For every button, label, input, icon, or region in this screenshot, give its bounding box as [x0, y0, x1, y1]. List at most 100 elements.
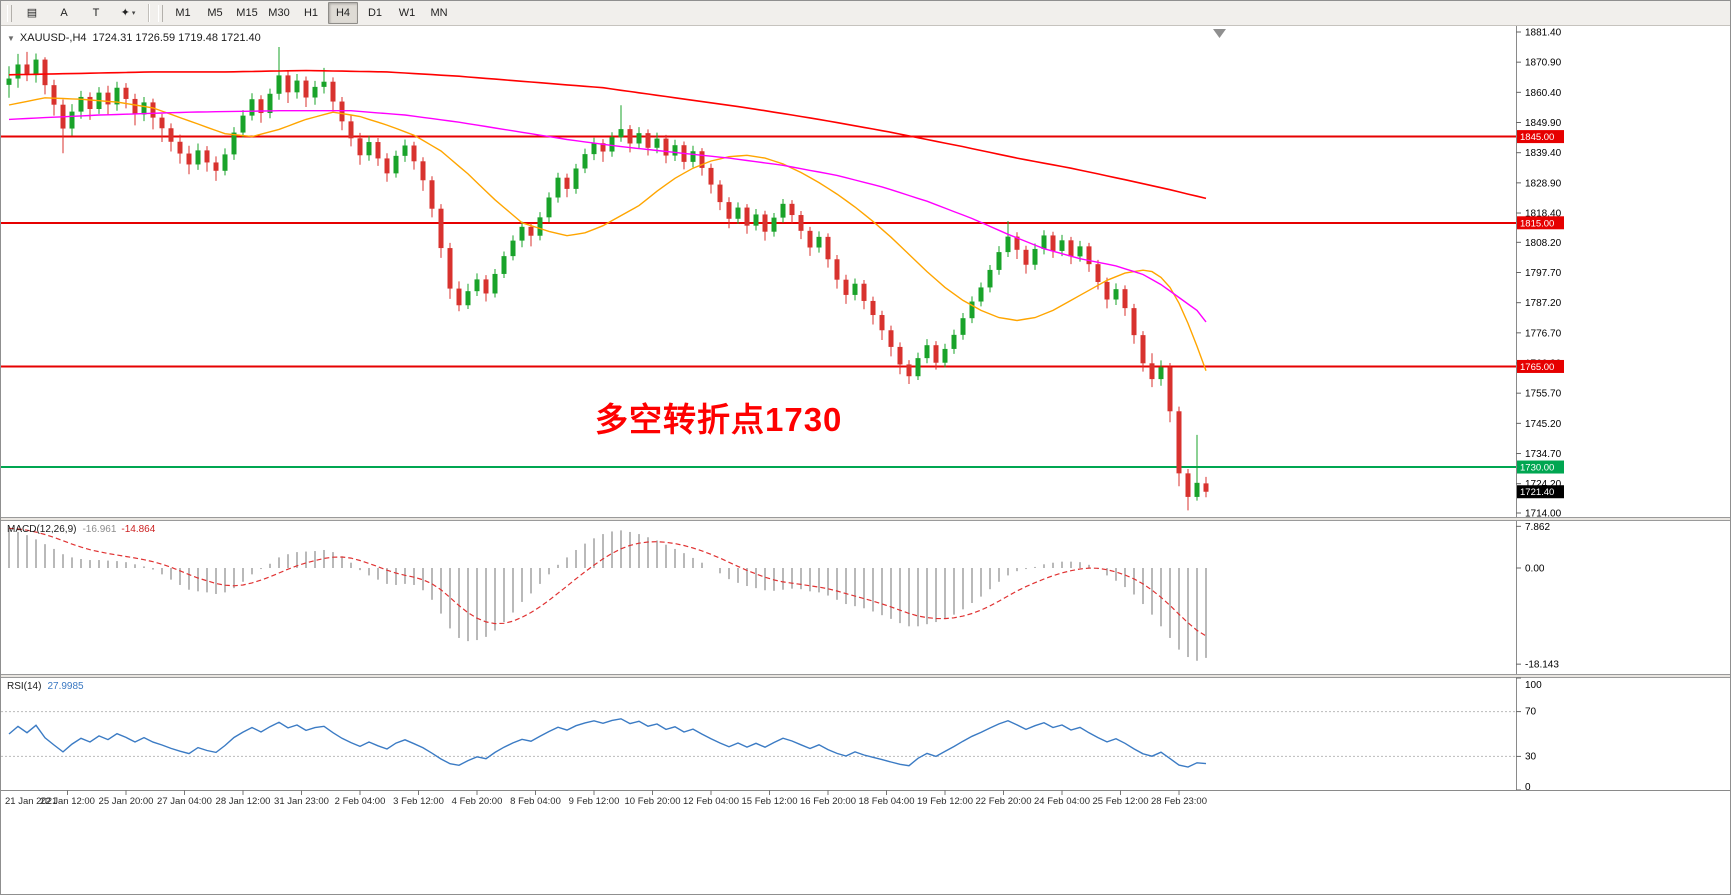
- candle-body: [339, 101, 345, 122]
- panel-splitter[interactable]: [1, 674, 1731, 678]
- price-axis-label: 1828.90: [1525, 178, 1562, 189]
- candle-body: [303, 80, 309, 98]
- price-box-1845.00-text: 1845.00: [1520, 132, 1554, 143]
- price-axis-label: 1724.20: [1525, 479, 1562, 490]
- candle-body: [699, 151, 705, 168]
- timeframe-button-m5[interactable]: M5: [207, 7, 223, 19]
- candle-body: [267, 93, 273, 114]
- toolbar-button-autoscroll[interactable]: A: [49, 2, 79, 24]
- timeframe-button-m1[interactable]: M1: [175, 7, 191, 19]
- rsi-indicator-label: RSI(14) 27.9985: [7, 681, 84, 692]
- candle-body: [51, 85, 57, 105]
- candle-body: [564, 177, 570, 189]
- timeframes-toolbar: M1 M5 M15 M30 H1 H4 D1 W1 MN: [167, 2, 455, 24]
- price-axis-label: 1881.40: [1525, 28, 1562, 39]
- macd-indicator-label: MACD(12,26,9) -16.961 -14.864: [7, 524, 155, 535]
- chart-annotation-text[interactable]: 多空转折点1730: [595, 401, 843, 438]
- price-box-1845.00: [1517, 130, 1564, 144]
- toolbar-button-quick-actions[interactable]: ✦ ▾: [113, 2, 143, 24]
- candle-body: [141, 102, 147, 115]
- candle-body: [42, 59, 48, 86]
- panel-splitter[interactable]: [1, 517, 1731, 521]
- rsi-axis-label: 70: [1525, 707, 1537, 718]
- candle-body: [213, 162, 219, 171]
- price-box-1730.00: [1517, 460, 1564, 474]
- timeframe-button-h4[interactable]: H4: [328, 2, 358, 24]
- candle-body: [825, 236, 831, 260]
- time-axis-label: 25 Jan 20:00: [99, 796, 154, 807]
- candle-body: [1059, 240, 1065, 251]
- candle-body: [204, 150, 210, 163]
- timeframe-button-m30[interactable]: M30: [268, 7, 290, 19]
- chart-symbol-period: XAUUSD-,H4: [19, 32, 87, 44]
- candle-body: [348, 121, 354, 139]
- collapse-arrow-icon[interactable]: ▼: [7, 34, 15, 43]
- candle-body: [168, 128, 174, 142]
- time-axis-label: 22 Jan 12:00: [40, 796, 95, 807]
- chart-shift-marker[interactable]: [1213, 29, 1226, 38]
- macd-main-value: -16.961: [82, 524, 117, 535]
- candle-body: [393, 155, 399, 174]
- macd-signal-line: [8, 527, 1207, 637]
- candle-body: [555, 177, 561, 198]
- candle-body: [600, 143, 606, 152]
- candle-body: [951, 334, 957, 349]
- ma-magenta-line: [8, 109, 1207, 323]
- time-axis-label: 21 Jan 2021: [5, 796, 57, 807]
- macd-axis-label: -18.143: [1525, 660, 1559, 671]
- price-axis-label: 1860.40: [1525, 88, 1562, 99]
- toolbar-grip[interactable]: [7, 4, 12, 22]
- candle-body: [1122, 289, 1128, 309]
- time-axis-label: 19 Feb 12:00: [917, 796, 973, 807]
- timeframe-button-h1[interactable]: H1: [303, 7, 319, 19]
- candle-body: [1131, 308, 1137, 336]
- price-box-1765.00-text: 1765.00: [1520, 362, 1554, 373]
- candle-body: [384, 158, 390, 174]
- candle-body: [1167, 367, 1173, 412]
- price-axis-label: 1734.70: [1525, 449, 1562, 460]
- candle-body: [888, 330, 894, 347]
- time-axis-label: 28 Feb 23:00: [1151, 796, 1207, 807]
- candle-body: [789, 203, 795, 216]
- candle-body: [375, 142, 381, 159]
- candle-body: [123, 87, 129, 99]
- candle-body: [186, 153, 192, 165]
- candle-body: [735, 207, 741, 219]
- time-axis-label: 18 Feb 04:00: [859, 796, 915, 807]
- candle-body: [1023, 249, 1029, 265]
- candle-body: [978, 287, 984, 302]
- time-axis-label: 31 Jan 23:00: [274, 796, 329, 807]
- toolbar: ▤ A T ✦ ▾ M1 M5 M15 M30 H1 H4 D1 W1 MN: [1, 1, 1730, 26]
- timeframe-button-mn[interactable]: MN: [430, 7, 448, 19]
- candle-body: [24, 64, 30, 76]
- candle-body: [861, 283, 867, 301]
- toolbar-grip[interactable]: [158, 4, 163, 22]
- candle-body: [357, 138, 363, 156]
- candle-body: [258, 99, 264, 114]
- candle-body: [195, 150, 201, 165]
- candle-body: [690, 151, 696, 162]
- ma-orange-line: [8, 97, 1207, 372]
- candle-body: [483, 279, 489, 294]
- candle-body: [321, 81, 327, 87]
- candle-body: [492, 273, 498, 294]
- candle-body: [285, 75, 291, 93]
- macd-signal-value: -14.864: [121, 524, 156, 535]
- candle-body: [1194, 482, 1200, 497]
- candle-body: [1086, 246, 1092, 265]
- candle-body: [726, 202, 732, 219]
- autoscroll-icon: A: [60, 6, 68, 19]
- price-axis-label: 1818.40: [1525, 209, 1562, 220]
- time-axis-label: 27 Jan 04:00: [157, 796, 212, 807]
- timeframe-button-w1[interactable]: W1: [398, 7, 416, 19]
- candle-body: [312, 86, 318, 98]
- candle-body: [87, 96, 93, 110]
- candle-body: [429, 180, 435, 209]
- toolbar-button-chart-list[interactable]: ▤: [17, 2, 47, 24]
- time-axis-label: 3 Feb 12:00: [393, 796, 444, 807]
- candle-body: [69, 111, 75, 129]
- timeframe-button-m15[interactable]: M15: [236, 7, 258, 19]
- toolbar-button-templates[interactable]: T: [81, 2, 111, 24]
- timeframe-button-d1[interactable]: D1: [367, 7, 383, 19]
